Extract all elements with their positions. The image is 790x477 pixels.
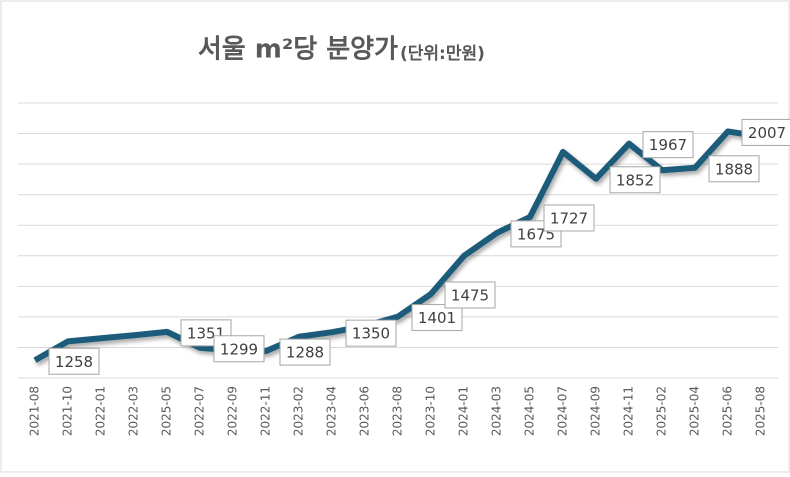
x-tick-label: 2023-10 <box>424 386 438 436</box>
data-label-text: 1475 <box>451 286 489 304</box>
x-tick-label: 2022-01 <box>94 386 108 436</box>
x-tick-label: 2023-02 <box>292 386 306 436</box>
data-label-box <box>708 155 760 183</box>
data-label-box <box>180 319 232 347</box>
x-tick-label: 2025-06 <box>721 386 735 436</box>
data-label-text: 1401 <box>418 309 456 327</box>
data-label: 1288 <box>279 338 331 366</box>
line <box>33 128 762 363</box>
data-label-box <box>543 204 595 232</box>
x-tick-label: 2022-11 <box>259 386 273 436</box>
data-label-box <box>48 347 100 375</box>
data-label-text: 1852 <box>616 171 654 189</box>
data-label-text: 1888 <box>715 160 753 178</box>
data-label: 1727 <box>543 204 595 232</box>
data-label: 1888 <box>708 155 760 183</box>
data-label-box <box>279 338 331 366</box>
data-label: 1475 <box>444 281 496 309</box>
x-tick-label: 2025-08 <box>754 386 768 436</box>
x-tick-label: 2024-09 <box>589 386 603 436</box>
data-label-text: 2007 <box>748 124 786 142</box>
data-label-text: 1299 <box>220 340 258 358</box>
chart-subtitle: (단위:만원) <box>400 44 485 64</box>
data-label: 1350 <box>345 319 397 347</box>
data-label: 1351 <box>180 319 232 347</box>
chart-title: 서울 m²당 분양가 <box>198 35 398 65</box>
data-label-text: 1967 <box>649 136 687 154</box>
x-tick-label: 2025-02 <box>655 386 669 436</box>
data-label: 1258 <box>48 347 100 375</box>
data-label: 1967 <box>642 131 694 159</box>
data-label: 1299 <box>213 335 265 363</box>
x-tick-label: 2022-09 <box>226 386 240 436</box>
data-label-text: 1350 <box>352 325 390 343</box>
x-tick-label: 2024-01 <box>457 386 471 436</box>
x-tick-label: 2023-06 <box>358 386 372 436</box>
x-tick-label: 2022-07 <box>193 386 207 436</box>
x-tick-label: 2023-08 <box>391 386 405 436</box>
data-label-box <box>213 335 265 363</box>
data-label: 2007 <box>741 118 790 146</box>
x-tick-label: 2024-11 <box>622 386 636 436</box>
data-label-text: 1258 <box>55 353 93 371</box>
x-tick-label: 2024-05 <box>523 386 537 436</box>
x-tick-label: 2024-07 <box>556 386 570 436</box>
x-tick-label: 2025-05 <box>160 386 174 436</box>
data-label: 1852 <box>609 166 661 194</box>
data-label-box <box>609 166 661 194</box>
data-label-text: 1288 <box>286 344 324 362</box>
data-label-box <box>345 319 397 347</box>
x-tick-label: 2022-03 <box>127 386 141 436</box>
data-label-box <box>411 304 463 332</box>
x-tick-label: 2024-03 <box>490 386 504 436</box>
data-label-box <box>741 118 790 146</box>
x-tick-label: 2025-04 <box>688 386 702 436</box>
data-label-text: 1727 <box>550 209 588 227</box>
x-tick-label: 2021-10 <box>61 386 75 436</box>
x-tick-label: 2023-04 <box>325 386 339 436</box>
x-tick-label: 2021-08 <box>28 386 42 436</box>
data-label-box <box>642 131 694 159</box>
data-label-box <box>444 281 496 309</box>
data-label: 1401 <box>411 304 463 332</box>
